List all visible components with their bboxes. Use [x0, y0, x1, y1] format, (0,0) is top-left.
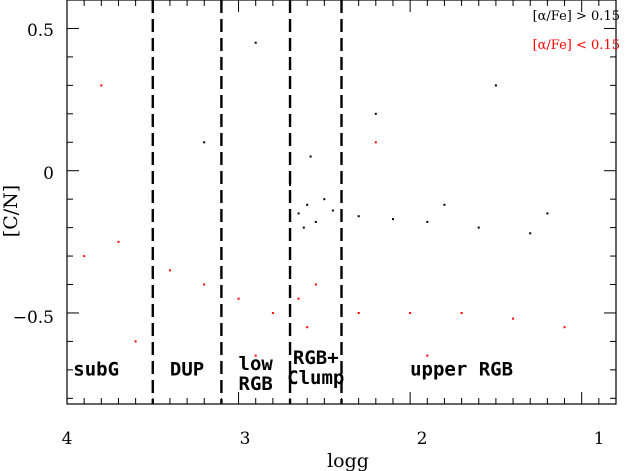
series-1-point-12 [512, 317, 515, 320]
series-1-point-4 [237, 297, 240, 300]
series-1-point-1 [117, 240, 120, 243]
series-0-point-12 [309, 155, 312, 158]
series-0-point-3 [323, 198, 326, 201]
series-0-point-7 [392, 218, 394, 221]
series-0-point-18 [254, 41, 257, 44]
series-1-point-8 [314, 283, 317, 286]
series-0-point-15 [203, 141, 206, 144]
series-1-point-13 [563, 326, 566, 329]
series-1-point-16 [254, 354, 257, 357]
series-0-point-10 [529, 232, 532, 235]
y-tick-label-0: 0 [43, 164, 54, 184]
series-0-point-17 [494, 84, 497, 87]
series-1-point-10 [409, 312, 412, 314]
series-1-point-18 [100, 84, 103, 87]
points-layer [83, 41, 566, 357]
series-1-point-11 [460, 312, 463, 314]
series-1-point-15 [134, 340, 137, 343]
annotation-DUP: DUP [170, 359, 204, 381]
y-tick-label-neg0.5: −0.5 [13, 308, 54, 328]
series-0-point-9 [477, 226, 480, 229]
series-0-point-0 [297, 212, 300, 215]
x-tick-label-3: 3 [240, 429, 251, 449]
series-0-point-6 [357, 215, 360, 218]
annotation-upper: upper RGB [410, 359, 513, 381]
series-0-point-8 [426, 220, 429, 223]
series-1-point-19 [374, 141, 377, 144]
annotation-lowrgb: low RGB [239, 353, 274, 395]
series-1-point-9 [357, 312, 360, 314]
x-tick-label-1: 1 [594, 429, 605, 449]
y-tick-label-0.5: 0.5 [27, 21, 54, 41]
y-axis-label: [C/N] [0, 185, 22, 237]
series-0-point-4 [302, 226, 305, 229]
region-divider-lines [151, 0, 343, 404]
series-0-point-2 [314, 220, 317, 223]
series-1-point-0 [83, 255, 86, 258]
series-0-point-19 [546, 212, 549, 215]
annotation-rgbclump: RGB+ Clump [287, 347, 344, 389]
series-0-point-14 [443, 203, 446, 206]
series-1-point-2 [168, 269, 171, 272]
annotation-subG: subG [73, 359, 119, 381]
series-0-point-5 [331, 209, 334, 212]
series-1-point-3 [203, 283, 206, 286]
legend-entry-alpha-high: [α/Fe] > 0.15 [533, 9, 620, 24]
x-axis-label: logg [327, 450, 369, 471]
axis-ticks [66, 0, 617, 404]
series-0-point-11 [289, 183, 291, 186]
x-tick-label-4: 4 [62, 429, 73, 449]
region-annotations: subG DUP low RGB RGB+ Clump upper RGB [73, 347, 513, 395]
series-0-point-1 [306, 203, 309, 206]
series-1-point-5 [271, 312, 274, 314]
x-tick-label-2: 2 [417, 429, 428, 449]
series-1-point-6 [297, 297, 300, 300]
legend-entry-alpha-low: [α/Fe] < 0.15 [533, 38, 620, 53]
series-1-point-17 [426, 354, 429, 357]
series-1-point-7 [306, 326, 309, 329]
series-0-point-16 [374, 112, 377, 115]
